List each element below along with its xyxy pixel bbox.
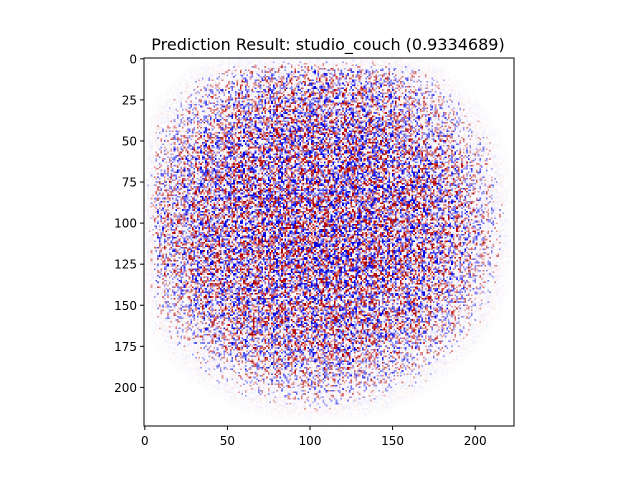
x-tick-label: 200 (464, 434, 487, 448)
y-tick-label: 100 (114, 217, 137, 231)
x-tick-label: 150 (381, 434, 404, 448)
y-tick-label: 50 (122, 134, 137, 148)
y-tick-label: 200 (114, 381, 137, 395)
y-tick-label: 0 (129, 52, 137, 66)
x-tick-label: 100 (299, 434, 322, 448)
y-tick-label: 125 (114, 258, 137, 272)
y-axis: 0 25 50 75 100 125 150 175 200 (114, 52, 144, 395)
y-tick-label: 25 (122, 93, 137, 107)
y-tick-label: 150 (114, 299, 137, 313)
axes-frame (143, 57, 515, 427)
y-tick-label: 175 (114, 340, 137, 354)
saliency-heatmap (144, 58, 514, 426)
x-axis: 0 50 100 150 200 (141, 426, 487, 448)
x-tick-label: 0 (141, 434, 149, 448)
chart-title: Prediction Result: studio_couch (0.93346… (151, 35, 504, 55)
x-tick-label: 50 (220, 434, 235, 448)
heatmap-image (144, 58, 514, 426)
y-tick-label: 75 (122, 176, 137, 190)
